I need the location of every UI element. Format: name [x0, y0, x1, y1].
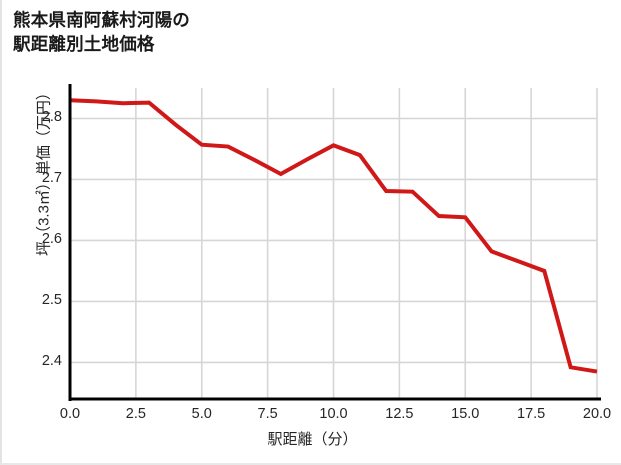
y-tick-label: 2.7: [41, 170, 62, 187]
x-tick-label: 5.0: [191, 406, 212, 422]
chart-title: 熊本県南阿蘇村河陽の 駅距離別土地価格: [13, 10, 190, 54]
y-tick-label: 2.6: [41, 231, 62, 248]
x-tick-label: 17.5: [517, 406, 546, 422]
y-tick-label: 2.8: [41, 109, 62, 126]
y-tick-label: 2.5: [41, 292, 62, 309]
x-tick-label: 15.0: [451, 406, 480, 422]
data-line-series: [69, 98, 598, 374]
x-tick-label: 20.0: [582, 406, 612, 422]
y-tick-label: 2.4: [41, 353, 62, 370]
x-tick-label: 12.5: [385, 406, 414, 422]
x-tick-label: 7.5: [257, 406, 278, 422]
x-axis-label: 駅距離（分）: [267, 431, 358, 448]
x-tick-label: 2.5: [125, 406, 146, 422]
x-tick-label: 0.0: [59, 406, 81, 422]
x-tick-label: 10.0: [319, 406, 348, 422]
